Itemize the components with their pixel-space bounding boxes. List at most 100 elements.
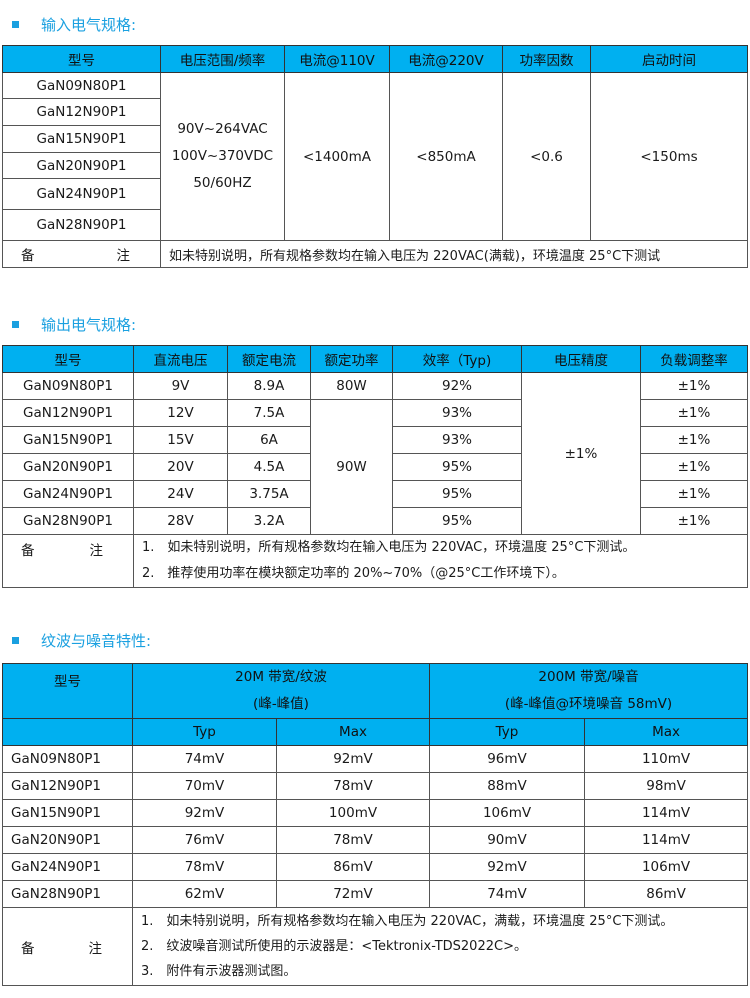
cell: 7.5A: [227, 399, 311, 427]
cell: 106mV: [584, 853, 749, 881]
note-label: 备 注: [2, 907, 133, 986]
cell: ±1%: [640, 507, 748, 535]
bullet-square-icon: [12, 637, 19, 644]
header-cell: 效率（Typ): [392, 345, 522, 373]
output-spec-table: 型号 直流电压 额定电流 额定功率 效率（Typ) 电压精度 负载调整率 GaN09N80P…: [2, 345, 748, 588]
table-row: GaN28N90P1 62mV 72mV 74mV 86mV: [2, 880, 749, 908]
model-cell: GaN20N90P1: [2, 453, 134, 481]
header-cell: 功率因数: [502, 45, 591, 73]
cell: 6A: [227, 426, 311, 454]
header-cell: 直流电压: [133, 345, 228, 373]
model-cell: GaN12N90P1: [2, 98, 161, 126]
cell: 95%: [392, 480, 522, 508]
bullet-square-icon: [12, 321, 19, 328]
current-220-cell: <850mA: [389, 72, 503, 241]
cell: 92mV: [275, 745, 431, 773]
model-cell: GaN24N90P1: [2, 178, 161, 210]
model-cell: GaN24N90P1: [2, 853, 133, 881]
note-line: 1. 如未特别说明，所有规格参数均在输入电压为 220VAC，满载，环境温度 2…: [141, 914, 674, 929]
section-title-output: 输出电气规格:: [12, 314, 136, 335]
cell: 96mV: [429, 745, 586, 773]
model-cell: GaN28N90P1: [2, 209, 161, 241]
voltage-line: 50/60HZ: [193, 175, 252, 191]
cell: 92%: [392, 372, 522, 400]
model-cell: GaN09N80P1: [2, 745, 133, 773]
table-row: GaN09N80P1 74mV 92mV 96mV 110mV: [2, 745, 749, 773]
header-cell: Typ: [429, 718, 586, 746]
note-label: 备 注: [2, 534, 134, 588]
cell: 74mV: [132, 745, 277, 773]
header-cell: 电压精度: [521, 345, 641, 373]
header-cell: 启动时间: [590, 45, 748, 73]
ripple-noise-table: 型号 20M 带宽/纹波 (峰-峰值) 200M 带宽/噪音 (峰-峰值@环境噪音 58…: [2, 663, 749, 986]
cell: 93%: [392, 399, 522, 427]
cell: 9V: [133, 372, 228, 400]
voltage-line: 100V~370VDC: [171, 148, 274, 164]
cell: ±1%: [640, 372, 748, 400]
header-line: (峰-峰值): [253, 696, 309, 712]
header-cell: Typ: [132, 718, 277, 746]
model-cell: GaN15N90P1: [2, 426, 134, 454]
note-text: 如未特别说明，所有规格参数均在输入电压为 220VAC(满载)，环境温度 25°…: [160, 240, 748, 268]
voltage-line: 90V~264VAC: [177, 121, 268, 137]
note-line: 2. 推荐使用功率在模块额定功率的 20%~70%（@25°C工作环境下）。: [142, 566, 565, 581]
cell: 86mV: [275, 853, 431, 881]
model-cell: GaN09N80P1: [2, 372, 134, 400]
power-factor-cell: <0.6: [502, 72, 591, 241]
cell: 95%: [392, 453, 522, 481]
cell: ±1%: [640, 480, 748, 508]
cell: 88mV: [429, 772, 586, 800]
cell: 114mV: [584, 799, 749, 827]
note-text: 1. 如未特别说明，所有规格参数均在输入电压为 220VAC，环境温度 25°C…: [133, 534, 748, 588]
section-title-ripple: 纹波与噪音特性:: [12, 630, 151, 651]
power-cell: 90W: [310, 399, 393, 535]
header-cell: 20M 带宽/纹波 (峰-峰值): [131, 663, 431, 719]
cell: 95%: [392, 507, 522, 535]
cell: 70mV: [132, 772, 277, 800]
table-row: GaN15N90P1 92mV 100mV 106mV 114mV: [2, 799, 749, 827]
header-line: 200M 带宽/噪音: [538, 669, 639, 685]
cell: 72mV: [275, 880, 431, 908]
header-cell: [2, 718, 133, 746]
cell: ±1%: [640, 399, 748, 427]
cell: 93%: [392, 426, 522, 454]
note-text: 1. 如未特别说明，所有规格参数均在输入电压为 220VAC，满载，环境温度 2…: [131, 907, 749, 986]
model-cell: GaN12N90P1: [2, 772, 133, 800]
header-cell: 型号: [2, 45, 161, 73]
cell: 98mV: [584, 772, 749, 800]
cell: 78mV: [132, 853, 277, 881]
header-cell: 电流@220V: [389, 45, 503, 73]
header-cell: 型号: [2, 663, 133, 719]
cell: 92mV: [429, 853, 586, 881]
header-cell: 额定电流: [227, 345, 311, 373]
model-cell: GaN12N90P1: [2, 399, 134, 427]
cell: 110mV: [584, 745, 749, 773]
cell: 3.75A: [227, 480, 311, 508]
current-110-cell: <1400mA: [284, 72, 390, 241]
cell: 106mV: [429, 799, 586, 827]
cell: 86mV: [584, 880, 749, 908]
model-cell: GaN09N80P1: [2, 72, 161, 99]
header-cell: 电压范围/频率: [160, 45, 285, 73]
cell: 20V: [133, 453, 228, 481]
cell: 76mV: [132, 826, 277, 854]
cell: 78mV: [275, 826, 431, 854]
cell: 28V: [133, 507, 228, 535]
table-row: GaN12N90P1 70mV 78mV 88mV 98mV: [2, 772, 749, 800]
header-cell: 额定功率: [310, 345, 393, 373]
header-cell: Max: [584, 718, 749, 746]
voltage-range-cell: 90V~264VAC 100V~370VDC 50/60HZ: [160, 72, 285, 241]
cell: ±1%: [640, 453, 748, 481]
header-cell: 200M 带宽/噪音 (峰-峰值@环境噪音 58mV): [429, 663, 749, 719]
cell: 15V: [133, 426, 228, 454]
model-cell: GaN28N90P1: [2, 507, 134, 535]
header-cell: 电流@110V: [284, 45, 390, 73]
model-cell: GaN15N90P1: [2, 799, 133, 827]
cell: 3.2A: [227, 507, 311, 535]
cell: 74mV: [429, 880, 586, 908]
input-spec-table: 型号 电压范围/频率 电流@110V 电流@220V 功率因数 启动时间 GaN09N80…: [2, 45, 748, 268]
note-line: 3. 附件有示波器测试图。: [141, 964, 297, 979]
section-title-text: 纹波与噪音特性:: [41, 632, 152, 650]
bullet-square-icon: [12, 21, 19, 28]
header-cell: 型号: [2, 345, 134, 373]
